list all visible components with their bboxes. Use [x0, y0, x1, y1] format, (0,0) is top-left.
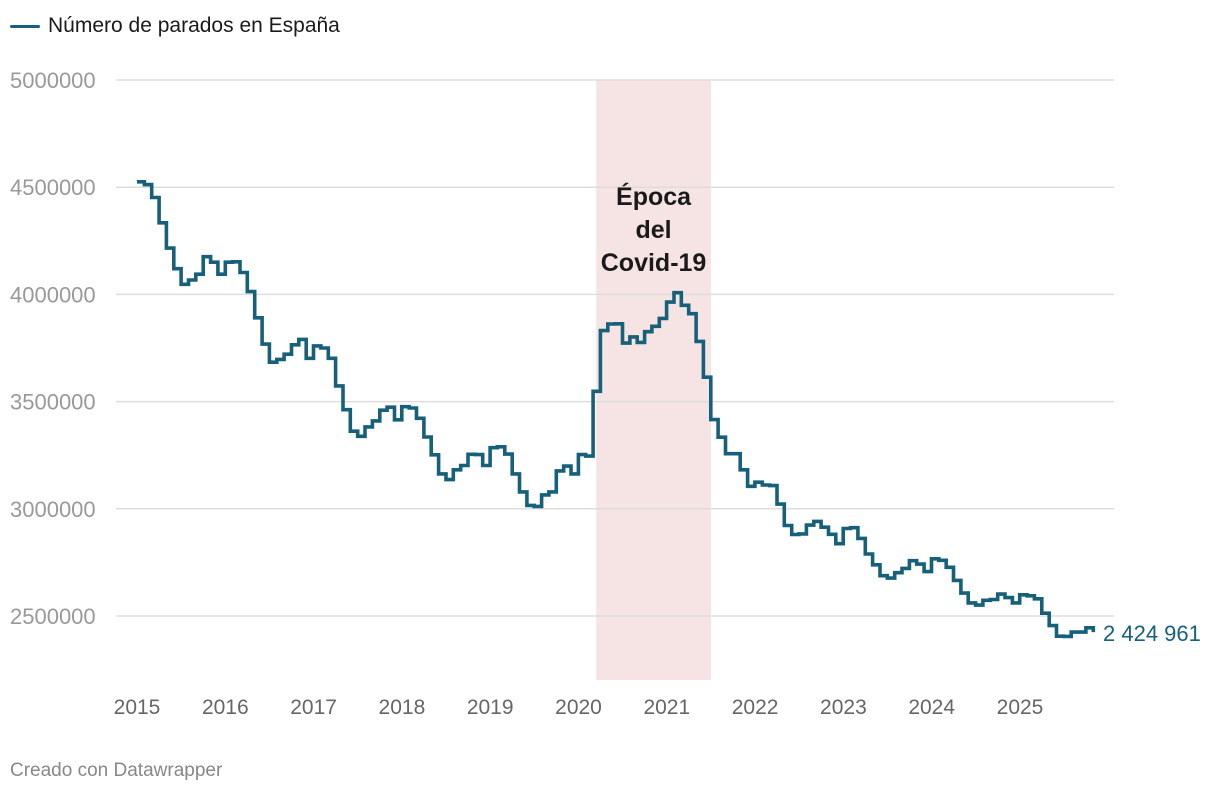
covid-annotation-label: del: [635, 216, 671, 244]
y-tick-label: 3000000: [10, 497, 96, 522]
x-tick-label: 2022: [732, 696, 779, 719]
covid-annotation-label: Covid-19: [601, 249, 707, 277]
covid-band: [596, 80, 711, 680]
covid-annotation-label: Época: [616, 182, 692, 211]
x-tick-label: 2019: [467, 696, 514, 719]
x-tick-label: 2016: [202, 696, 249, 719]
x-tick-label: 2023: [820, 696, 867, 719]
legend: Número de parados en España: [10, 14, 340, 38]
x-tick-label: 2020: [555, 696, 602, 719]
y-tick-label: 5000000: [10, 68, 96, 93]
x-tick-label: 2021: [643, 696, 690, 719]
x-tick-label: 2025: [997, 696, 1044, 719]
x-tick-label: 2018: [379, 696, 426, 719]
y-tick-label: 2500000: [10, 604, 96, 629]
x-tick-label: 2024: [908, 696, 955, 719]
legend-label: Número de parados en España: [48, 14, 340, 37]
series-line: [137, 180, 1096, 639]
x-tick-label: 2015: [114, 696, 161, 719]
footer-credit: Creado con Datawrapper: [10, 760, 223, 781]
y-tick-label: 4500000: [10, 175, 96, 200]
legend-swatch: [10, 24, 40, 28]
x-tick-label: 2017: [290, 696, 337, 719]
y-tick-label: 3500000: [10, 390, 96, 415]
y-tick-label: 4000000: [10, 282, 96, 307]
end-value-label: 2 424 961: [1103, 621, 1201, 646]
